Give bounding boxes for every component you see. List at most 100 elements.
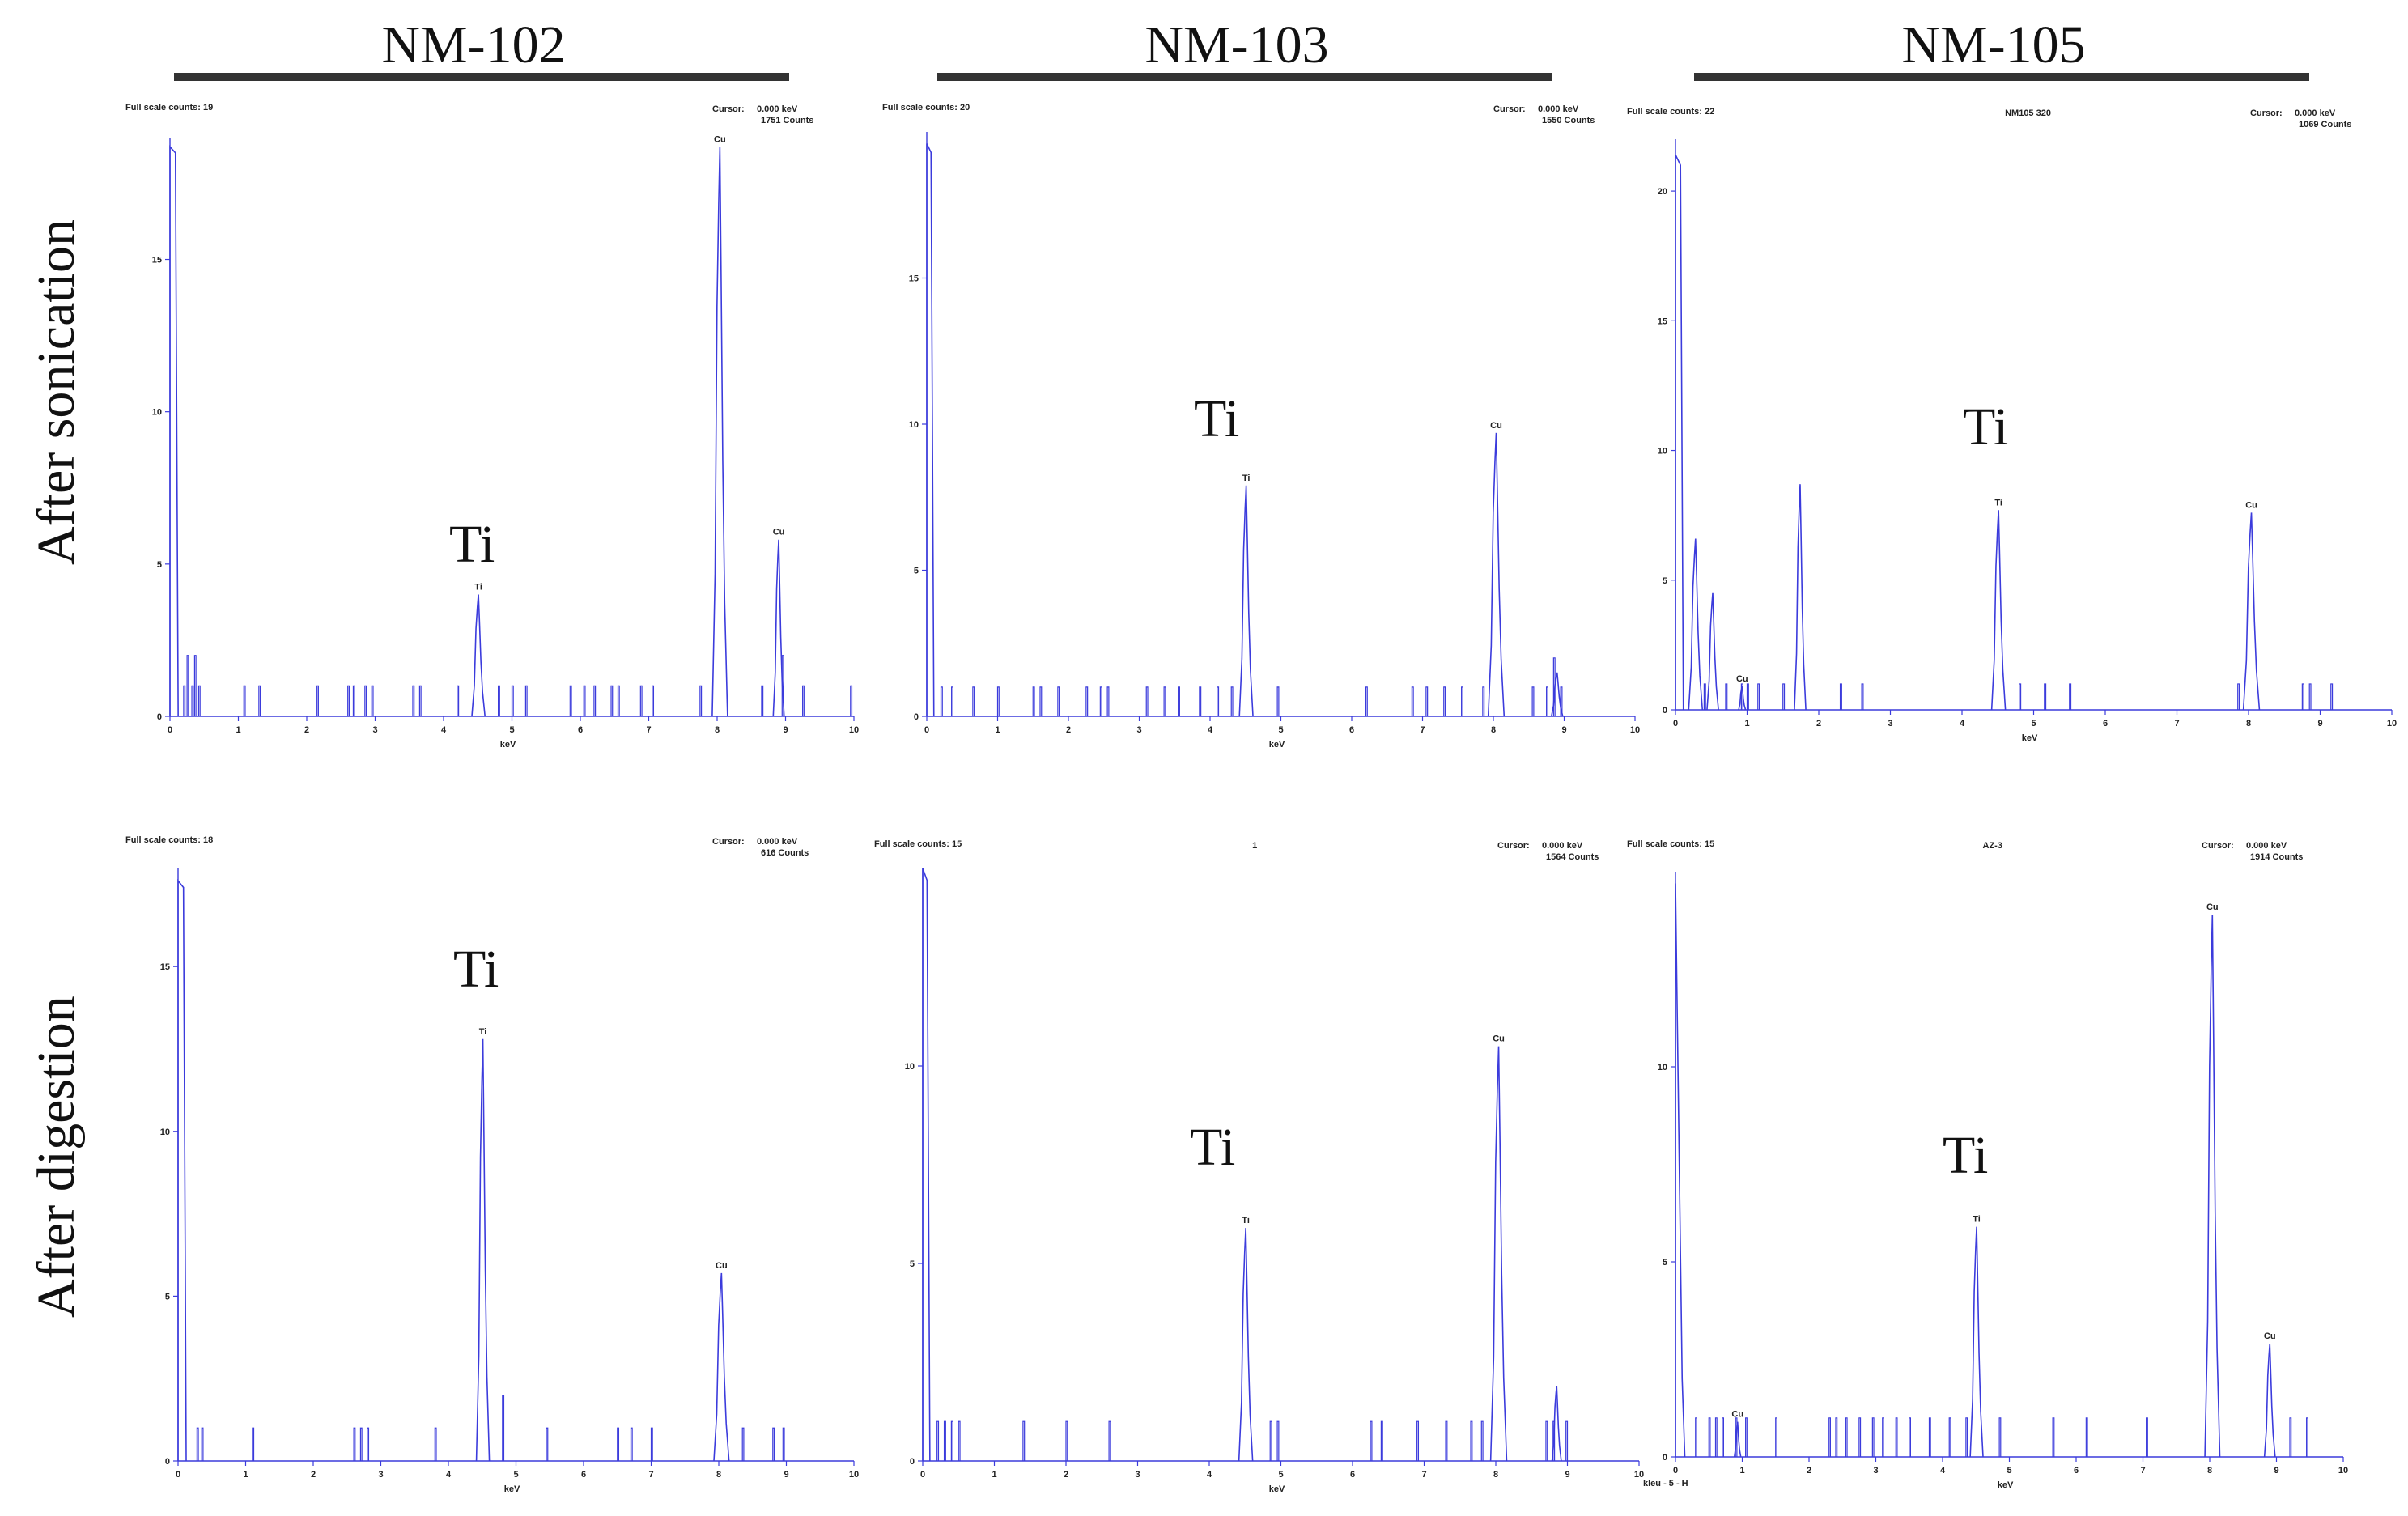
peak-label: Cu <box>773 528 785 537</box>
x-tick-label: 5 <box>2007 1466 2011 1476</box>
x-tick-label: 6 <box>1349 725 1354 735</box>
noise-count <box>1425 686 1429 716</box>
spectrum-peak <box>1738 686 1747 711</box>
noise-count <box>2069 683 2072 710</box>
x-tick-label: 7 <box>2140 1466 2145 1476</box>
noise-count <box>359 1427 363 1461</box>
noise-count <box>1163 686 1166 716</box>
x-tick-label: 7 <box>1420 725 1425 735</box>
x-axis-label: keV <box>2022 733 2038 743</box>
x-tick-label: 2 <box>1064 1470 1068 1480</box>
noise-count <box>583 685 586 716</box>
y-tick-label: 10 <box>1658 1063 1667 1072</box>
noise-count <box>699 685 703 716</box>
noise-count <box>1782 683 1786 710</box>
noise-count <box>569 685 572 716</box>
noise-count <box>1695 1417 1697 1457</box>
noise-count <box>364 685 367 716</box>
noise-count <box>1032 686 1035 716</box>
noise-count <box>1565 1420 1569 1461</box>
peak-label: Cu <box>1490 421 1502 431</box>
row-title-digestion: After digestion <box>27 996 86 1318</box>
noise-count <box>1909 1417 1911 1457</box>
noise-count <box>1276 1420 1280 1461</box>
zero-peak <box>1675 154 1684 711</box>
noise-count <box>1725 683 1728 710</box>
x-tick-label: 8 <box>2246 719 2251 728</box>
noise-count <box>1998 1417 2002 1457</box>
noise-count <box>2052 1417 2055 1457</box>
noise-count <box>1714 1417 1718 1457</box>
noise-count <box>196 1427 199 1461</box>
spectrum-svg: 0 5 10 0 1 2 3 4 5 6 7 8 9 10 keV kleu - 5 - H Cu Ti Cu Cu <box>1643 872 2348 1490</box>
x-tick-label: 6 <box>581 1470 586 1480</box>
cursor-value: 0.000 keV <box>1542 841 1583 851</box>
y-tick-label: 5 <box>914 567 919 576</box>
noise-count <box>2330 683 2334 710</box>
x-tick-label: 2 <box>1807 1466 1811 1476</box>
column-bar-1 <box>174 73 789 81</box>
x-tick-label: 10 <box>2338 1466 2348 1476</box>
cursor-counts: 1751 Counts <box>761 116 814 125</box>
y-tick-label: 5 <box>1663 576 1667 586</box>
spectrum-peak <box>1733 1421 1742 1458</box>
zero-peak <box>922 868 931 1462</box>
noise-count <box>2308 683 2312 710</box>
column-title-2: NM-103 <box>1145 15 1329 74</box>
spectrum-peak <box>1688 538 1704 711</box>
noise-count <box>1380 1420 1383 1461</box>
x-tick-label: 3 <box>378 1470 383 1480</box>
peak-label: Cu <box>716 1261 728 1271</box>
cursor-label: Cursor: <box>2250 108 2283 118</box>
x-tick-label: 1 <box>1739 1466 1744 1476</box>
spectrum-peak <box>772 539 785 717</box>
spectrum-label: 1 <box>1252 841 1258 851</box>
x-tick-label: 6 <box>578 725 583 735</box>
noise-count <box>1531 686 1535 716</box>
noise-count <box>412 685 415 716</box>
noise-count <box>1828 1417 1831 1457</box>
spectrum-peak <box>1706 592 1719 711</box>
x-tick-label: 9 <box>783 725 788 735</box>
noise-count <box>1365 686 1368 716</box>
cursor-counts: 616 Counts <box>761 848 809 858</box>
x-tick-label: 8 <box>2207 1466 2212 1476</box>
sample-id-label: kleu - 5 - H <box>1643 1479 1688 1488</box>
spectrum-svg: 0 5 10 0 1 2 3 4 5 6 7 8 9 10 keV Ti Cu <box>905 868 1644 1494</box>
noise-count <box>2289 1417 2292 1457</box>
cursor-value: 0.000 keV <box>2246 841 2287 851</box>
x-tick-label: 9 <box>2274 1466 2278 1476</box>
noise-count <box>457 685 460 716</box>
x-tick-label: 10 <box>849 725 859 735</box>
full-scale-counts: Full scale counts: 15 <box>874 839 962 849</box>
cursor-label: Cursor: <box>2202 841 2234 851</box>
noise-count <box>1845 1417 1848 1457</box>
peak-label: Ti <box>479 1027 487 1037</box>
noise-count <box>958 1420 961 1461</box>
x-tick-label: 7 <box>646 725 651 735</box>
noise-count <box>191 685 194 716</box>
noise-count <box>243 685 246 716</box>
spectrum-peak <box>1990 510 2007 711</box>
noise-count <box>1746 683 1749 710</box>
spectrum-panel: Full scale counts: 20 Cursor: 0.000 keV 155… <box>882 101 1659 765</box>
noise-count <box>1416 1420 1420 1461</box>
x-tick-label: 9 <box>1565 1470 1569 1480</box>
noise-count <box>2085 1417 2088 1457</box>
noise-count <box>1546 686 1548 716</box>
spectrum-peak <box>1489 1046 1508 1462</box>
spectrum-peak <box>1551 1386 1562 1462</box>
noise-count <box>1757 683 1760 710</box>
peak-label: Ti <box>1242 473 1251 483</box>
x-tick-label: 9 <box>1561 725 1566 735</box>
column-title-3: NM-105 <box>1901 15 2086 74</box>
spectrum-label: AZ-3 <box>1982 841 2002 851</box>
noise-count <box>850 685 853 716</box>
x-axis-label: keV <box>1269 1484 1285 1494</box>
noise-count <box>1470 1420 1473 1461</box>
column-title-1: NM-102 <box>381 15 566 74</box>
x-tick-label: 7 <box>2174 719 2179 728</box>
noise-count <box>2146 1417 2148 1457</box>
y-tick-label: 20 <box>1658 187 1667 197</box>
x-tick-label: 5 <box>2031 719 2036 728</box>
